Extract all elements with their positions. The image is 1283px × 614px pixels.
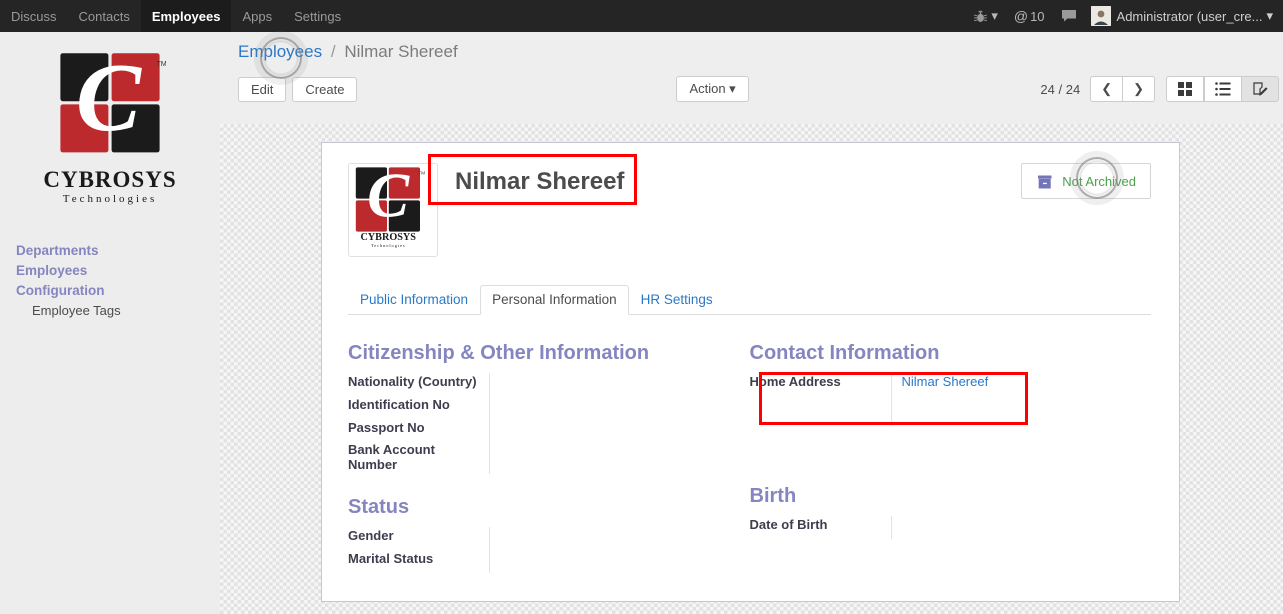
svg-text:TM: TM <box>418 171 425 177</box>
svg-text:C: C <box>367 166 410 231</box>
svg-text:CYBROSYS: CYBROSYS <box>360 232 416 243</box>
svg-text:TM: TM <box>156 59 166 68</box>
svg-text:Technologies: Technologies <box>371 243 406 248</box>
svg-text:C: C <box>76 50 142 152</box>
